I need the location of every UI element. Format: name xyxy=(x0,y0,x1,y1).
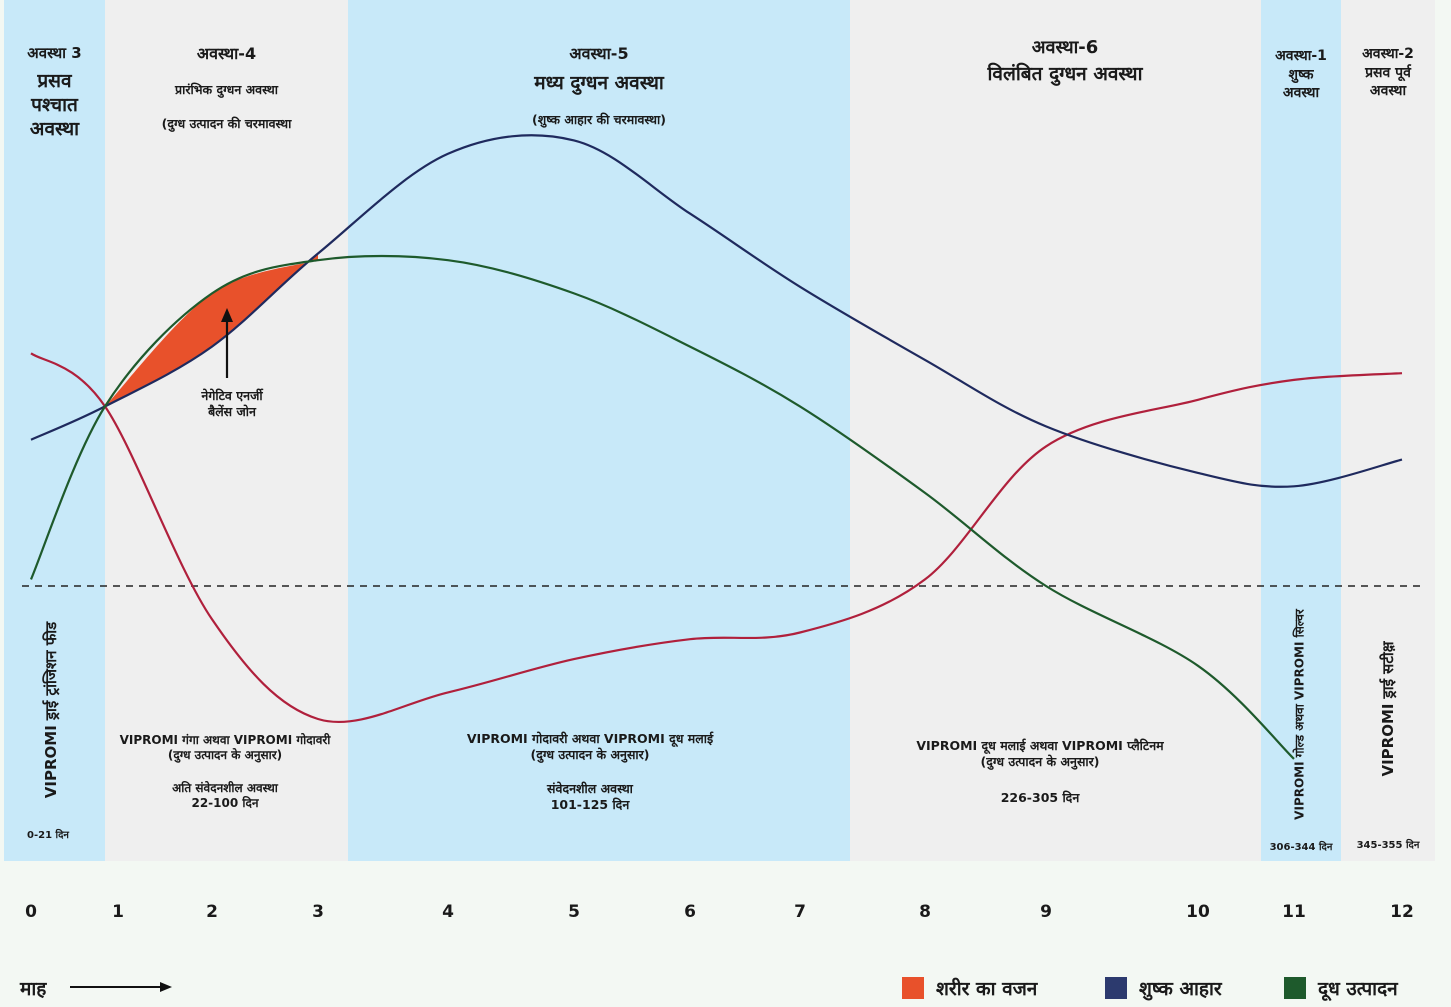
x-tick-label: 0 xyxy=(25,902,37,922)
phase-2-band xyxy=(1341,0,1435,861)
phase-5-note: (शुष्क आहार की चरमावस्था) xyxy=(532,112,666,127)
legend-dry-feed: शुष्क आहार xyxy=(1105,975,1222,1001)
phase-1-feed: VIPROMI गोल्ड अथवा VIPROMI सिल्वर xyxy=(1292,609,1307,820)
legend-label: दूध उत्पादन xyxy=(1318,978,1398,1000)
phase-2-feed: VIPROMI ड्राई सटीक्ष़ xyxy=(1379,641,1397,777)
series-line-dry-feed xyxy=(30,134,1403,488)
series-line-milk-production xyxy=(29,254,1295,760)
x-tick-label: 4 xyxy=(442,902,454,922)
legend-swatch xyxy=(902,977,924,999)
phase-6-subtitle: विलंबित दुग्धन अवस्था xyxy=(987,63,1143,85)
phase-4-title: अवस्था-4 xyxy=(196,44,257,63)
x-tick-label: 1 xyxy=(112,902,124,922)
phase-1-band xyxy=(1261,0,1341,861)
phase-4-band xyxy=(105,0,348,861)
phase-3-subtitle: प्रसव पश्चात अवस्था xyxy=(29,70,80,140)
x-tick-label: 6 xyxy=(684,902,696,922)
x-tick-label: 9 xyxy=(1040,902,1052,922)
phase-6-title: अवस्था-6 xyxy=(1031,37,1099,58)
phase-3-days: 0-21 दिन xyxy=(27,830,69,841)
phase-1-title: अवस्था-1 xyxy=(1275,48,1327,64)
phase-2-days: 345-355 दिन xyxy=(1356,840,1420,851)
phase-5-band xyxy=(348,0,850,861)
legend-label: शुष्क आहार xyxy=(1139,978,1222,1000)
phase-1-subtitle: शुष्क अवस्था xyxy=(1282,67,1320,101)
phase-3-feed: VIPROMI ड्राई ट्रांजिशन फीड xyxy=(42,621,60,799)
annotation-arrow-head xyxy=(221,308,233,322)
phase-5-protocol: संवेदनशील अवस्था 101-125 दिन xyxy=(547,781,633,812)
negative-energy-zone-label: नेगेटिव एनर्जी बैलेंस जोन xyxy=(201,388,263,419)
x-tick-label: 7 xyxy=(794,902,806,922)
phase-5-subtitle: मध्य दुग्धन अवस्था xyxy=(534,72,664,94)
x-tick-label: 8 xyxy=(919,902,931,922)
x-tick-label: 12 xyxy=(1390,902,1414,922)
phase-1-days: 306-344 दिन xyxy=(1269,842,1333,853)
phase-4-subtitle: प्रारंभिक दुग्धन अवस्था xyxy=(175,82,278,97)
phase-3-title: अवस्था 3 xyxy=(27,44,82,62)
x-tick-label: 2 xyxy=(206,902,218,922)
phase-5-feed: VIPROMI गोदावरी अथवा VIPROMI दूध मलाई (द… xyxy=(466,731,714,762)
phase-4-protocol: अति संवेदनशील अवस्था 22-100 दिन xyxy=(172,781,278,810)
legend-swatch xyxy=(1284,977,1306,999)
phase-4-note: (दुग्ध उत्पादन की चरमावस्था xyxy=(161,116,292,131)
phase-5-title: अवस्था-5 xyxy=(569,44,629,63)
legend-label: शरीर का वजन xyxy=(936,978,1038,1000)
x-tick-label: 5 xyxy=(568,902,580,922)
negative-energy-zone xyxy=(105,253,318,407)
x-tick-label: 10 xyxy=(1186,902,1210,922)
phase-6-protocol: 226-305 दिन xyxy=(1000,790,1080,805)
x-tick-label: 3 xyxy=(312,902,324,922)
legend-milk-production: दूध उत्पादन xyxy=(1284,975,1398,1001)
x-tick-label: 11 xyxy=(1282,902,1306,922)
phase-2-title: अवस्था-2 xyxy=(1362,46,1414,62)
x-axis-label: माह xyxy=(20,978,47,1000)
phase-6-feed: VIPROMI दूध मलाई अथवा VIPROMI प्लैटिनम (… xyxy=(916,738,1164,769)
legend-swatch xyxy=(1105,977,1127,999)
phase-2-subtitle: प्रसव पूर्व अवस्था xyxy=(1365,65,1411,99)
series-line-body-weight xyxy=(30,352,1403,724)
legend-body-weight: शरीर का वजन xyxy=(902,975,1037,1001)
phase-4-feed: VIPROMI गंगा अथवा VIPROMI गोदावरी (दुग्ध… xyxy=(119,733,331,762)
x-axis-arrow-head xyxy=(160,982,172,992)
